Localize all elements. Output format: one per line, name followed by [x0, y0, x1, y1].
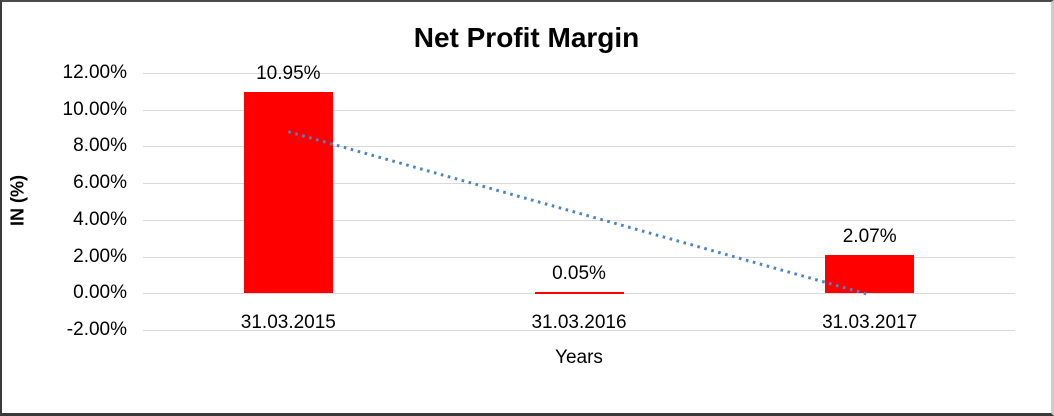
y-tick-label: 0.00%	[73, 282, 127, 304]
x-tick-label: 31.03.2017	[822, 312, 918, 334]
y-tick-label: 6.00%	[73, 172, 127, 194]
y-tick-label: 4.00%	[73, 208, 127, 230]
bar-value-label: 2.07%	[842, 226, 897, 248]
bar	[534, 292, 624, 295]
bar	[243, 92, 333, 294]
bar	[825, 255, 915, 294]
x-tick-label: 31.03.2015	[240, 312, 336, 334]
y-tick-label: 12.00%	[62, 62, 127, 83]
bar-value-label: 10.95%	[256, 63, 321, 85]
y-tick-label: -2.00%	[66, 319, 127, 340]
y-tick-label: 2.00%	[73, 245, 127, 267]
x-tick-label: 31.03.2016	[531, 312, 627, 334]
gridline	[143, 109, 1015, 111]
y-axis-title: IN (%)	[7, 175, 28, 226]
chart-title: Net Profit Margin	[413, 22, 640, 53]
y-tick-label: 8.00%	[73, 135, 127, 157]
x-axis-title: Years	[555, 347, 603, 368]
y-tick-label: 10.00%	[62, 98, 127, 120]
gridline	[143, 330, 1015, 331]
gridline	[143, 73, 1015, 74]
bar-value-label: 0.05%	[552, 263, 606, 285]
